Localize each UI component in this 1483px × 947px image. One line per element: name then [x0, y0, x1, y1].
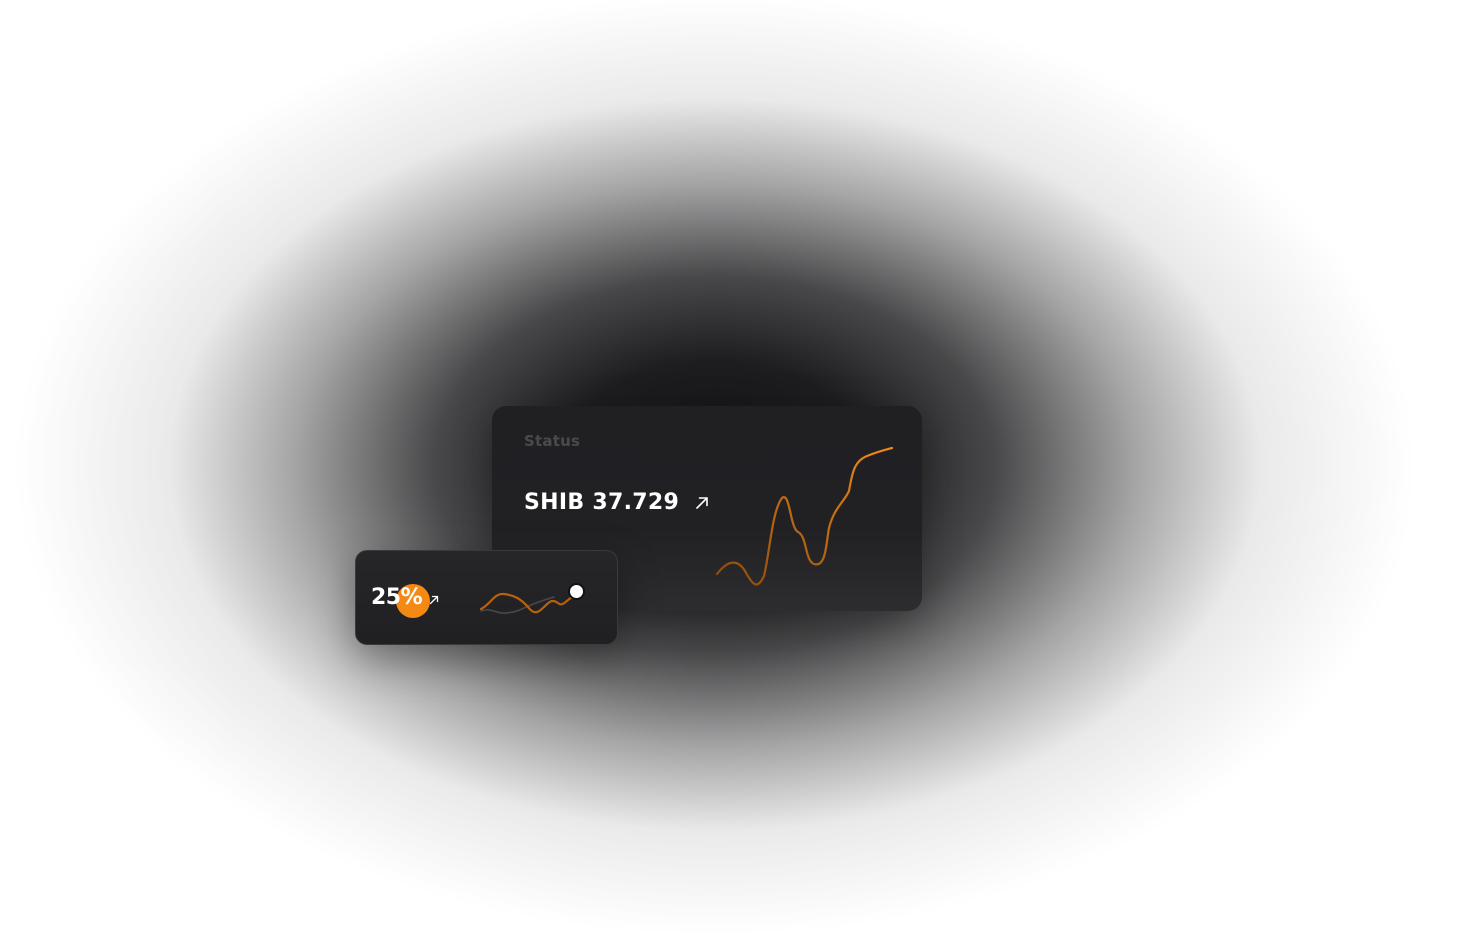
price-row: SHIB 37.729 — [524, 490, 709, 515]
arrow-up-right-icon — [696, 496, 708, 509]
arrow-up-right-icon — [429, 595, 439, 605]
slider-knob[interactable] — [568, 583, 585, 600]
percent-highlight-dot — [396, 584, 430, 618]
status-label: Status — [524, 432, 581, 450]
price-value: SHIB 37.729 — [524, 490, 680, 515]
percent-card[interactable]: 25% — [355, 550, 618, 645]
percent-value: 25% — [371, 585, 423, 610]
price-trend-sparkline — [715, 446, 894, 586]
percent-trend-sparkline — [479, 592, 574, 614]
